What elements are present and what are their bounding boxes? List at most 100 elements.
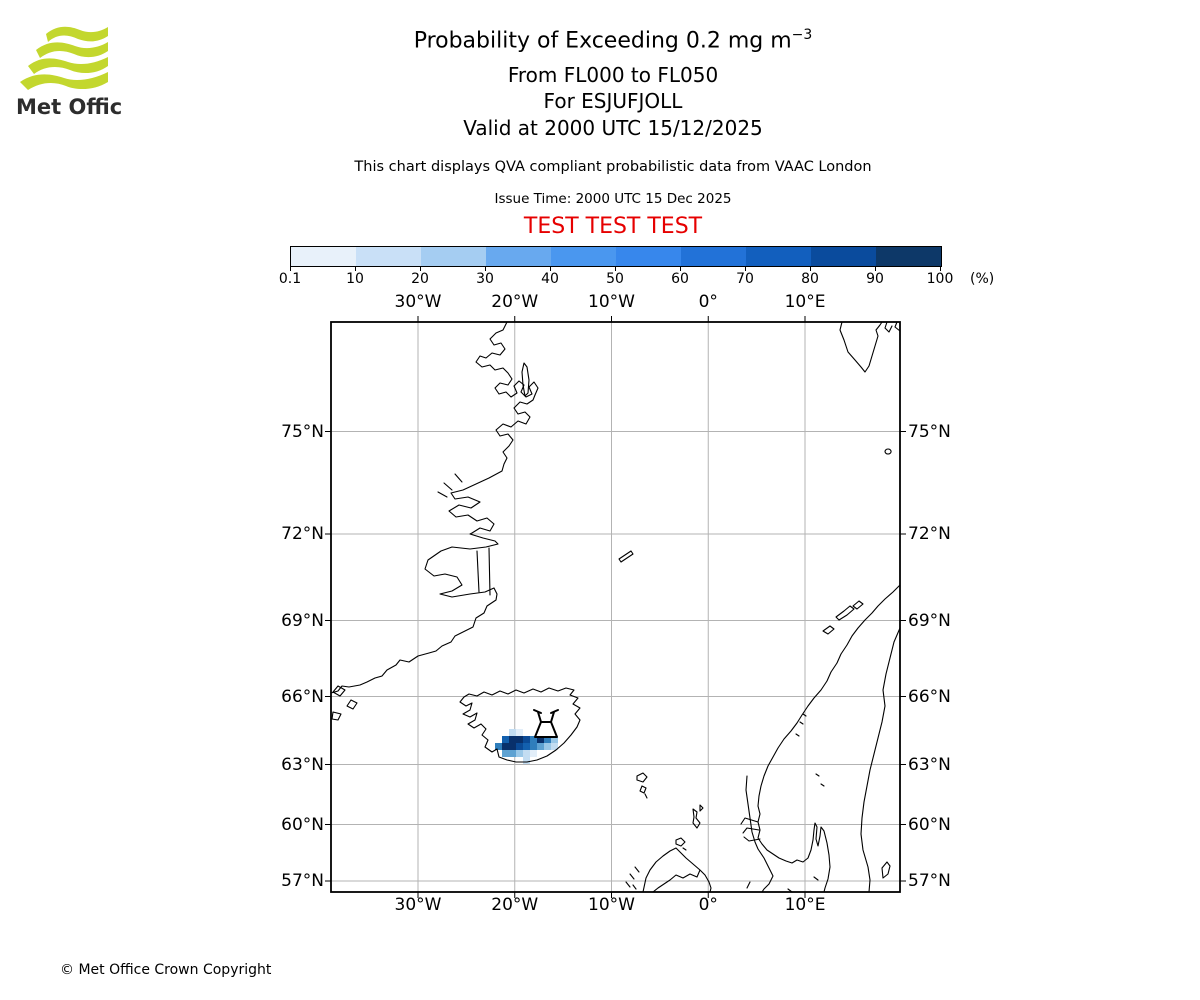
greenland-coast bbox=[330, 321, 539, 694]
hebrides-islets bbox=[625, 866, 640, 890]
map-border bbox=[330, 321, 901, 893]
bear-island bbox=[884, 448, 892, 455]
jan-mayen-island bbox=[618, 550, 634, 563]
ash-probability-cell bbox=[509, 736, 516, 743]
colorbar-tick-label: 100 bbox=[926, 271, 954, 287]
norway-coast bbox=[757, 584, 901, 893]
colorbar-tick-label: 30 bbox=[476, 271, 494, 287]
colorbar-segment-2 bbox=[356, 247, 421, 266]
gotland-island bbox=[881, 861, 891, 879]
lat-label-right: 75°N bbox=[908, 421, 951, 442]
stavanger-fjords bbox=[740, 817, 761, 842]
ash-probability-cell bbox=[523, 750, 530, 757]
lat-label-left: 57°N bbox=[281, 871, 324, 891]
met-office-logo-text: Met Office bbox=[16, 95, 122, 119]
ash-probability-cell bbox=[530, 736, 537, 743]
ash-probability-cell bbox=[509, 750, 516, 757]
colorbar-tick-labels: 0.1 10 20 30 40 50 60 70 80 90 100 bbox=[279, 271, 954, 287]
ash-probability-cell bbox=[516, 743, 523, 750]
ash-probability-cell bbox=[551, 743, 558, 750]
subtitle-valid-time: Valid at 2000 UTC 15/12/2025 bbox=[463, 116, 763, 140]
colorbar-segment-5 bbox=[551, 247, 616, 266]
lat-label-left: 63°N bbox=[281, 754, 324, 775]
map-area bbox=[325, 316, 906, 898]
lon-label-top: 10°E bbox=[784, 292, 826, 312]
title-main: Probability of Exceeding 0.2 mg m bbox=[413, 28, 792, 54]
colorbar-tick-label: 10 bbox=[346, 271, 364, 287]
page-title: Probability of Exceeding 0.2 mg m−3 bbox=[414, 27, 813, 53]
colorbar-tick bbox=[615, 266, 616, 271]
test-banner: TEST TEST TEST bbox=[523, 214, 703, 239]
shetland-islands bbox=[692, 804, 704, 829]
volcano-marker bbox=[533, 709, 559, 738]
ash-probability-cell bbox=[509, 729, 516, 736]
lat-label-right: 69°N bbox=[908, 610, 951, 631]
ash-probability-cell bbox=[530, 743, 537, 750]
lat-label-right: 60°N bbox=[908, 814, 951, 835]
ash-probability-cell bbox=[502, 736, 509, 743]
ash-probability-cell bbox=[509, 743, 516, 750]
lon-label-bottom: 10°W bbox=[588, 895, 635, 915]
colorbar-tick bbox=[810, 266, 811, 271]
lon-label-bottom: 20°W bbox=[491, 895, 539, 915]
subtitle-flight-levels: From FL000 to FL050 bbox=[507, 63, 719, 87]
ash-probability-cell bbox=[544, 743, 551, 750]
ash-probability-cell bbox=[551, 736, 558, 743]
orkney-islands bbox=[675, 837, 687, 851]
ash-probability-cell bbox=[530, 750, 537, 757]
ash-probability-cell bbox=[537, 736, 544, 743]
lat-label-left: 69°N bbox=[281, 610, 324, 631]
lat-label-right: 72°N bbox=[908, 524, 951, 544]
probability-colorbar bbox=[290, 246, 942, 267]
colorbar-tick-label: 60 bbox=[671, 271, 689, 287]
lat-label-left: 66°N bbox=[281, 686, 324, 707]
ash-probability-blob bbox=[495, 729, 558, 764]
ash-probability-cell bbox=[502, 750, 509, 757]
colorbar-tick bbox=[420, 266, 421, 271]
scotland-coast bbox=[642, 847, 712, 893]
ash-probability-cell bbox=[523, 736, 530, 743]
colorbar-tick bbox=[875, 266, 876, 271]
lat-label-left: 60°N bbox=[281, 814, 324, 835]
colorbar-tick bbox=[745, 266, 746, 271]
lon-label-bottom: 10°E bbox=[784, 895, 826, 915]
qva-compliance-note: This chart displays QVA compliant probab… bbox=[354, 159, 872, 175]
colorbar-tick bbox=[680, 266, 681, 271]
colorbar-segment-4 bbox=[486, 247, 551, 266]
colorbar-tick-label: 80 bbox=[801, 271, 819, 287]
subtitle-volcano: For ESJUFJOLL bbox=[543, 89, 683, 113]
ash-probability-cell bbox=[516, 729, 523, 736]
colorbar-tick bbox=[550, 266, 551, 271]
colorbar-segment-9 bbox=[811, 247, 876, 266]
lon-label-top: 30°W bbox=[394, 292, 442, 312]
issue-time: Issue Time: 2000 UTC 15 Dec 2025 bbox=[494, 191, 732, 207]
coastlines bbox=[330, 321, 901, 893]
ash-probability-cell bbox=[516, 750, 523, 757]
colorbar-tick-label: 90 bbox=[866, 271, 884, 287]
colorbar-tick bbox=[290, 266, 291, 271]
greenland-left-islets bbox=[331, 685, 358, 721]
colorbar-unit-label: (%) bbox=[970, 271, 995, 287]
ash-probability-cell bbox=[502, 743, 509, 750]
greenland-fjord-channels bbox=[476, 547, 491, 596]
volcano-icon bbox=[534, 721, 558, 738]
colorbar-segment-8 bbox=[746, 247, 811, 266]
ash-probability-cell bbox=[544, 736, 551, 743]
ash-probability-cell bbox=[523, 743, 530, 750]
grid-lines bbox=[325, 316, 906, 898]
lon-label-top: 10°W bbox=[588, 292, 635, 312]
sweden-baltic-coast bbox=[860, 627, 901, 893]
copyright-notice: © Met Office Crown Copyright bbox=[60, 962, 272, 978]
lat-label-right: 66°N bbox=[908, 686, 951, 707]
colorbar-tick-label: 0.1 bbox=[278, 271, 302, 287]
lat-label-left: 75°N bbox=[281, 421, 324, 442]
colorbar-segment-1 bbox=[291, 247, 356, 266]
lofoten-islands bbox=[822, 600, 864, 635]
lon-label-top: 0° bbox=[698, 292, 718, 312]
greenland-fjord-spikes bbox=[437, 473, 463, 498]
title-superscript: −3 bbox=[791, 27, 813, 43]
colorbar-tick-label: 40 bbox=[541, 271, 559, 287]
colorbar-segment-7 bbox=[681, 247, 746, 266]
ash-probability-cell bbox=[516, 736, 523, 743]
